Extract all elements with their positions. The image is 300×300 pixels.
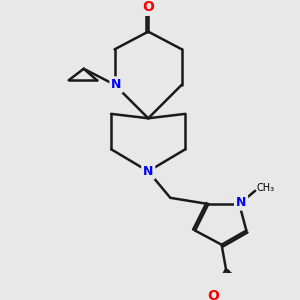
Text: N: N	[236, 196, 246, 209]
Text: N: N	[143, 165, 153, 178]
Text: CH₃: CH₃	[257, 183, 275, 193]
Text: O: O	[142, 0, 154, 14]
Text: N: N	[111, 78, 122, 91]
Text: O: O	[207, 289, 219, 300]
